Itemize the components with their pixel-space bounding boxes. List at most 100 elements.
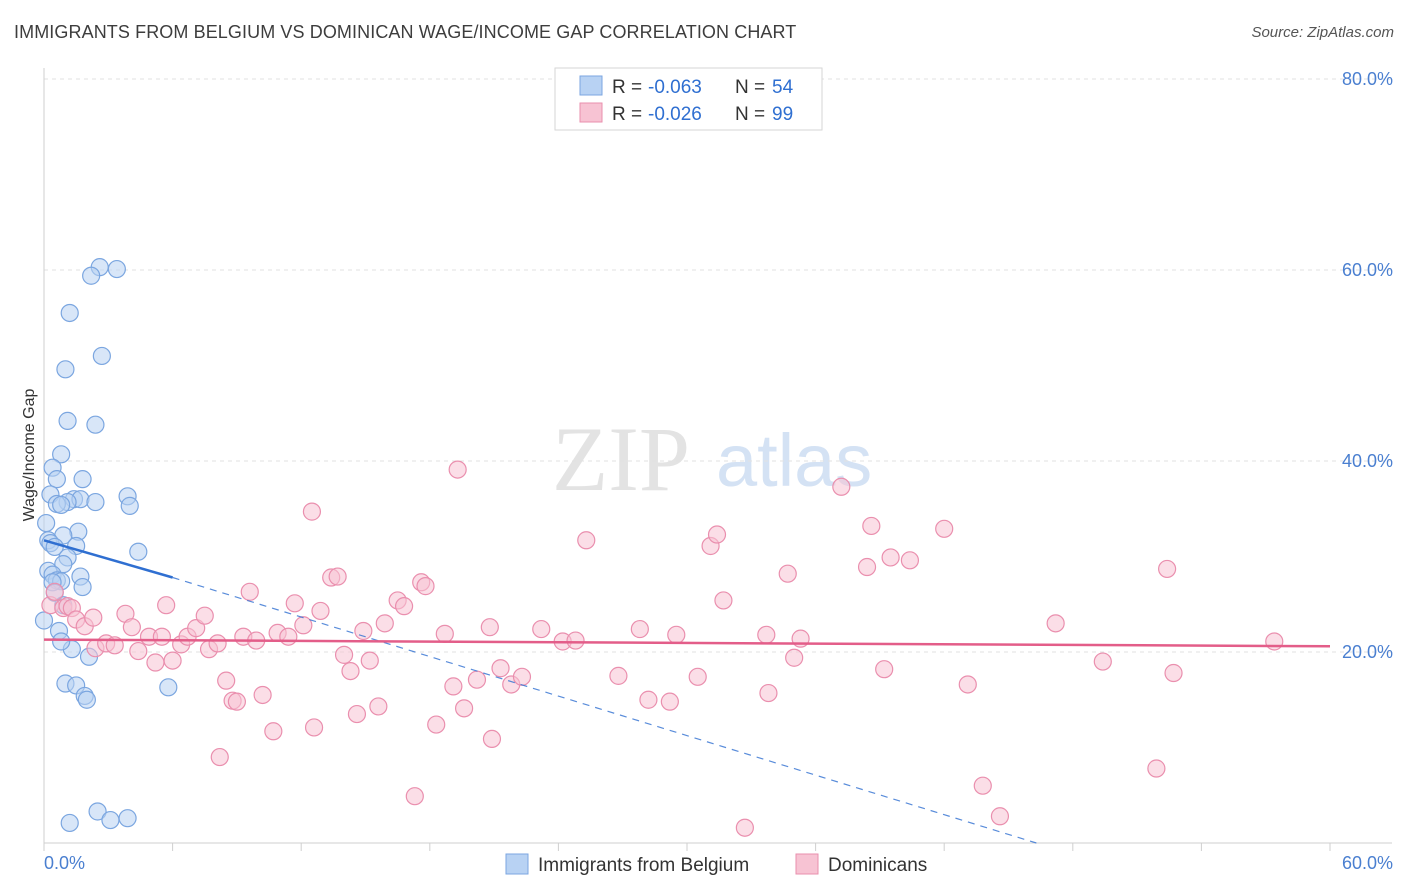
point-dominicans — [416, 577, 435, 596]
legend-n-label: N = — [735, 104, 765, 125]
point-dominicans — [512, 667, 532, 686]
point-dominicans — [714, 591, 733, 610]
point-dominicans — [577, 531, 596, 550]
point-dominicans — [152, 627, 171, 646]
point-belgium — [101, 810, 120, 830]
point-belgium — [34, 611, 54, 630]
bottom-legend-swatch-dominicans — [795, 853, 819, 875]
point-dominicans — [341, 661, 360, 681]
point-dominicans — [639, 690, 658, 709]
point-belgium — [60, 813, 79, 833]
point-dominicans — [394, 597, 414, 616]
point-dominicans — [354, 621, 373, 641]
y-tick-label: 20.0% — [1342, 642, 1393, 662]
point-dominicans — [935, 519, 954, 538]
point-dominicans — [195, 606, 214, 625]
series-dominicans-points — [41, 460, 1284, 837]
point-dominicans — [1265, 632, 1284, 651]
point-dominicans — [454, 699, 474, 718]
point-dominicans — [208, 634, 227, 653]
point-dominicans — [862, 516, 881, 536]
legend-swatch-belgium — [579, 75, 603, 96]
point-dominicans — [448, 460, 467, 479]
point-belgium — [37, 513, 56, 533]
point-dominicans — [360, 651, 379, 670]
chart-title: IMMIGRANTS FROM BELGIUM VS DOMINICAN WAG… — [14, 22, 797, 42]
point-dominicans — [264, 722, 283, 741]
point-dominicans — [375, 614, 394, 633]
point-dominicans — [491, 659, 510, 678]
x-tick-label: 60.0% — [1342, 853, 1393, 873]
point-dominicans — [210, 747, 229, 767]
point-dominicans — [146, 653, 165, 672]
point-dominicans — [1147, 759, 1166, 778]
point-dominicans — [990, 807, 1010, 826]
point-belgium — [86, 415, 105, 434]
point-dominicans — [122, 618, 141, 637]
legend-r-belgium: -0.063 — [648, 77, 702, 98]
bottom-legend-belgium: Immigrants from Belgium — [538, 855, 749, 876]
point-dominicans — [566, 631, 585, 650]
point-dominicans — [328, 567, 347, 586]
point-dominicans — [875, 660, 894, 679]
point-dominicans — [707, 525, 727, 544]
point-dominicans — [900, 551, 920, 570]
point-dominicans — [482, 729, 502, 749]
bottom-legend: Immigrants from Belgium Dominicans — [505, 853, 927, 876]
trend-belgium — [43, 539, 173, 579]
bottom-legend-dominicans: Dominicans — [828, 855, 927, 876]
y-tick-label: 40.0% — [1342, 451, 1393, 471]
point-dominicans — [285, 594, 304, 613]
point-dominicans — [1164, 663, 1183, 683]
legend-r-label: R = — [612, 104, 642, 125]
point-dominicans — [1046, 614, 1065, 633]
point-belgium — [77, 690, 96, 709]
x-tick-labels: 0.0% 60.0% — [44, 853, 1393, 873]
legend: R = -0.063 N = 54 R = -0.026 N = 99 — [554, 67, 823, 131]
point-dominicans — [735, 818, 754, 837]
point-belgium — [82, 266, 101, 285]
point-dominicans — [427, 715, 446, 734]
point-dominicans — [958, 675, 977, 694]
point-belgium — [56, 360, 75, 379]
point-dominicans — [405, 787, 424, 806]
x-tick-label: 0.0% — [44, 853, 85, 873]
point-dominicans — [334, 645, 354, 664]
y-tick-label: 60.0% — [1342, 260, 1393, 280]
point-dominicans — [973, 776, 992, 795]
point-belgium — [92, 346, 111, 366]
point-dominicans — [279, 627, 298, 646]
point-dominicans — [302, 502, 322, 521]
point-belgium — [60, 303, 79, 323]
legend-r-dominicans: -0.026 — [648, 104, 702, 125]
point-dominicans — [609, 666, 628, 685]
point-dominicans — [757, 625, 776, 644]
point-belgium — [118, 809, 137, 828]
trend-lines — [43, 539, 1331, 844]
point-dominicans — [311, 601, 330, 621]
point-dominicans — [294, 616, 313, 635]
point-dominicans — [240, 582, 259, 601]
legend-n-label: N = — [735, 77, 765, 98]
point-dominicans — [84, 608, 103, 627]
point-dominicans — [778, 564, 797, 583]
point-belgium — [120, 496, 139, 515]
source-label: Source: ZipAtlas.com — [1251, 24, 1394, 41]
point-belgium — [73, 470, 92, 489]
point-belgium — [159, 678, 178, 697]
point-dominicans — [688, 667, 707, 686]
point-belgium — [88, 802, 107, 821]
y-tick-label: 80.0% — [1342, 69, 1393, 89]
point-dominicans — [532, 619, 551, 639]
watermark: ZIP atlas — [552, 408, 872, 510]
point-dominicans — [45, 582, 64, 601]
point-dominicans — [157, 596, 176, 615]
point-belgium — [129, 542, 148, 561]
point-dominicans — [187, 619, 206, 638]
point-belgium — [52, 445, 71, 464]
y-axis-label: Wage/Income Gap — [21, 389, 38, 522]
point-dominicans — [444, 677, 463, 696]
legend-r-label: R = — [612, 77, 642, 98]
point-belgium — [86, 492, 105, 512]
